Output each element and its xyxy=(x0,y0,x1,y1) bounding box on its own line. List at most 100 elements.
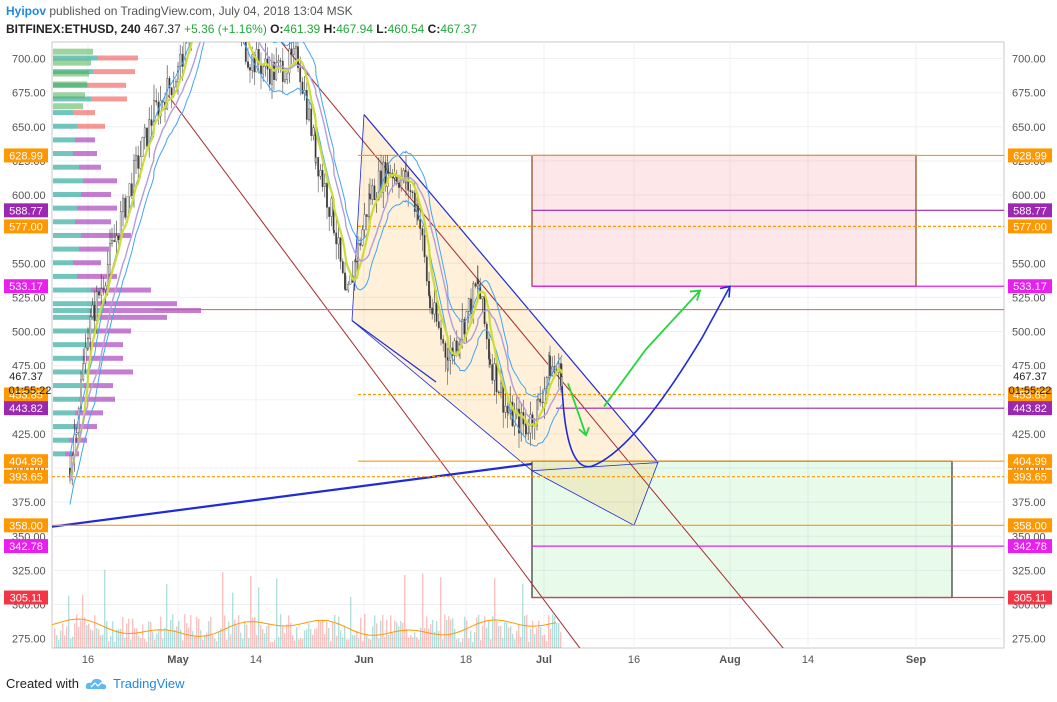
volume-bar xyxy=(272,641,274,648)
volume-bar xyxy=(384,637,386,648)
volume-bar xyxy=(362,641,364,648)
volume-bar xyxy=(138,635,140,648)
volume-profile-sell xyxy=(73,110,95,116)
candle-body xyxy=(497,391,500,394)
candle-body xyxy=(166,78,169,110)
volume-bar xyxy=(216,641,218,648)
candle-body xyxy=(455,340,458,352)
volume-profile-buy xyxy=(53,205,77,211)
level-badge-left-588.77: 588.77 xyxy=(9,205,43,217)
y-tick-label-left: 700.00 xyxy=(12,54,46,66)
y-tick-label-right: 600.00 xyxy=(1012,190,1046,202)
volume-bar xyxy=(406,628,408,648)
level-badge-right-453.85-bg xyxy=(1008,387,1052,402)
candle-body xyxy=(102,288,105,290)
ma-fast-line xyxy=(68,42,564,481)
candle-body xyxy=(440,327,442,340)
volume-bar xyxy=(142,624,144,648)
volume-bar xyxy=(60,630,62,648)
candle-body xyxy=(268,68,271,85)
volume-profile-sell xyxy=(73,260,101,266)
volume-bar xyxy=(420,627,422,648)
candle-body xyxy=(429,295,431,309)
volume-bar xyxy=(448,616,450,648)
author-name[interactable]: Hyipov xyxy=(6,4,47,18)
symbol-line: BITFINEX:ETHUSD, 240 467.37 +5.36 (+1.16… xyxy=(6,22,477,36)
volume-bar xyxy=(312,634,314,648)
candle-body xyxy=(409,190,412,192)
candle-body xyxy=(159,100,162,117)
volume-bar xyxy=(298,639,300,648)
volume-profile-buy xyxy=(53,151,73,157)
volume-bar xyxy=(410,635,412,648)
support-trendline xyxy=(52,462,533,528)
high-value: 467.94 xyxy=(336,22,373,36)
level-badge-left-393.65: 393.65 xyxy=(9,472,43,484)
candle-body xyxy=(236,14,237,24)
volume-bar xyxy=(212,635,214,648)
volume-profile-buy xyxy=(53,396,79,402)
target-box xyxy=(531,154,917,287)
candle-body xyxy=(239,24,240,34)
volume-bar xyxy=(278,637,280,648)
volume-bar xyxy=(308,623,310,648)
volume-bar xyxy=(500,626,502,648)
volume-bar xyxy=(164,628,166,648)
volume-bar xyxy=(220,628,222,648)
tradingview-cloud-icon xyxy=(85,678,107,689)
volume-bar xyxy=(146,641,148,648)
volume-bar xyxy=(332,622,334,648)
candle-body xyxy=(168,78,171,89)
volume-bar xyxy=(136,628,138,648)
x-tick-label: 14 xyxy=(250,654,262,666)
volume-bar xyxy=(206,632,208,648)
volume-bar xyxy=(550,628,552,648)
candle-body xyxy=(228,13,229,18)
volume-bar xyxy=(506,622,508,648)
volume-bar xyxy=(366,635,368,648)
wedge-upper-line xyxy=(363,114,659,463)
buy-box xyxy=(531,460,953,599)
close-value: 467.37 xyxy=(440,22,478,36)
candle-body xyxy=(536,399,538,426)
volume-bar xyxy=(276,578,278,648)
volume-bar xyxy=(210,616,212,648)
candle-body xyxy=(225,13,226,14)
countdown-left: 01:55:22 xyxy=(9,385,52,397)
volume-profile-buy xyxy=(53,314,97,320)
volume-bar xyxy=(152,631,154,648)
volume-profile-sell xyxy=(98,55,138,61)
candle-body xyxy=(319,169,322,177)
level-badge-right-358.00-bg xyxy=(1008,518,1052,533)
volume-bar xyxy=(396,622,398,648)
candle-body xyxy=(279,60,282,62)
candle-body xyxy=(539,398,542,403)
volume-profile-buy xyxy=(53,219,75,225)
candle-body xyxy=(249,67,251,71)
volume-bar xyxy=(530,628,532,648)
candle-body xyxy=(419,219,422,229)
volume-bar xyxy=(66,626,68,648)
candle-body xyxy=(217,0,218,4)
level-badge-left-404.99: 404.99 xyxy=(9,456,43,468)
candle-body xyxy=(493,363,496,381)
candle-body xyxy=(124,197,127,218)
candle-body xyxy=(335,232,338,245)
volume-bar xyxy=(204,634,206,648)
volume-bar xyxy=(234,619,236,648)
level-badge-right-577.00-bg xyxy=(1008,219,1052,234)
level-badge-right-588.77-bg xyxy=(1008,203,1052,218)
volume-bar xyxy=(324,634,326,648)
volume-bar xyxy=(238,615,240,648)
candle-body xyxy=(527,432,530,435)
level-badge-right-628.99: 628.99 xyxy=(1013,150,1047,162)
volume-bar xyxy=(394,620,396,648)
low-value: 460.54 xyxy=(387,22,425,36)
candle-body xyxy=(128,183,131,197)
tradingview-link[interactable]: TradingView xyxy=(112,676,185,691)
volume-profile-sell xyxy=(97,314,167,320)
candle-body xyxy=(308,108,310,120)
candle-body xyxy=(193,7,194,27)
candle-body xyxy=(146,127,148,147)
